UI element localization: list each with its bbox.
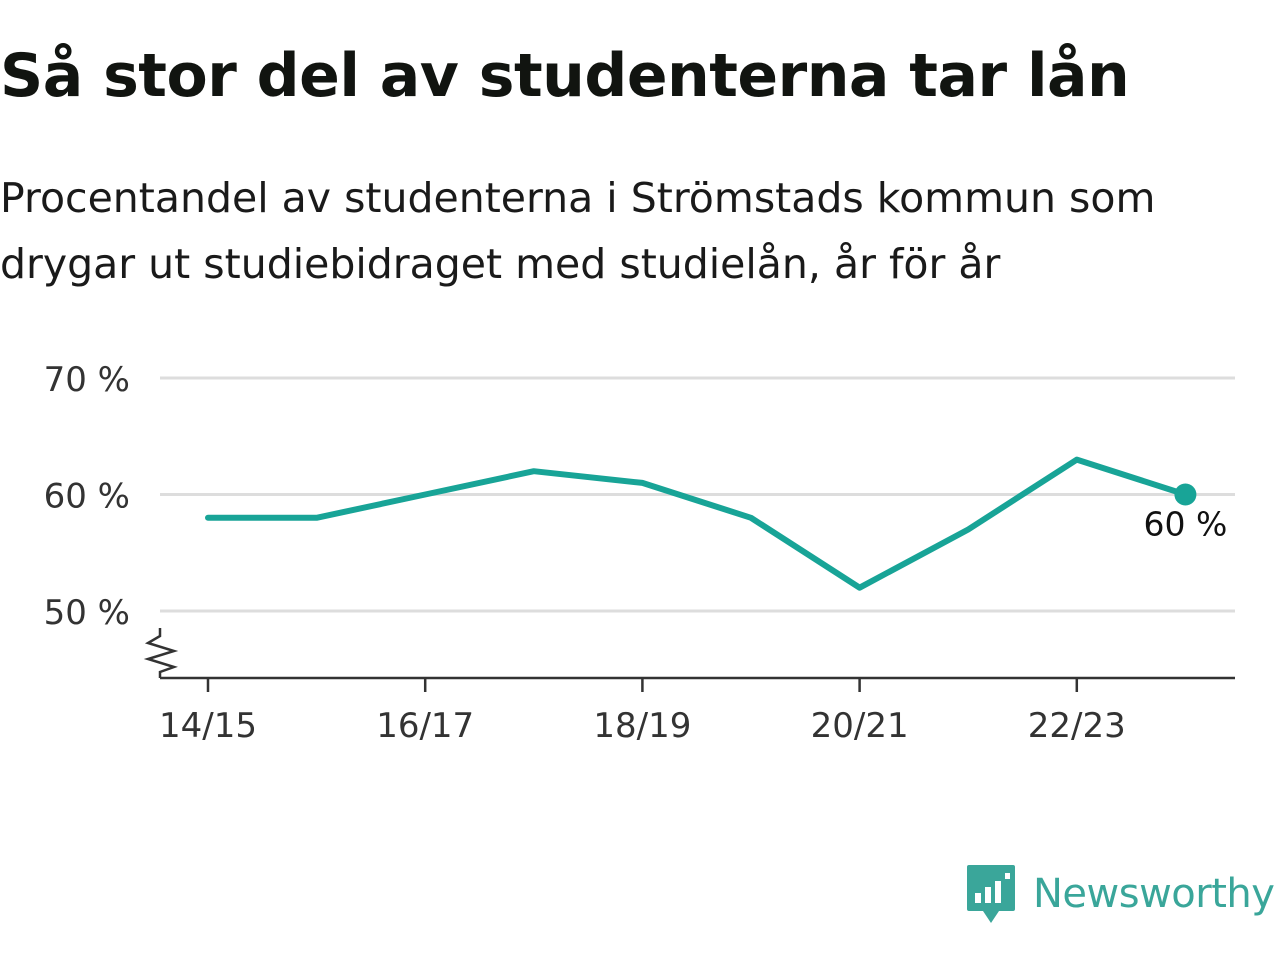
end-point-marker bbox=[1174, 483, 1197, 506]
y-tick-label: 60 % bbox=[44, 477, 130, 517]
y-tick-label: 50 % bbox=[44, 593, 130, 633]
end-value-label: 60 % bbox=[1143, 505, 1227, 544]
x-tick-label: 16/17 bbox=[376, 706, 474, 746]
chart-title: Så stor del av studenterna tar lån bbox=[0, 41, 1130, 111]
y-axis-break bbox=[143, 628, 179, 678]
chart-subtitle: Procentandel av studenterna i Strömstads… bbox=[0, 174, 1156, 288]
x-tick-label: 14/15 bbox=[159, 706, 257, 746]
brand-logo: Newsworthy bbox=[965, 862, 1275, 926]
x-tick-label: 20/21 bbox=[811, 706, 909, 746]
series-line bbox=[205, 456, 1189, 591]
x-tick-label: 22/23 bbox=[1028, 706, 1126, 746]
brand-name: Newsworthy bbox=[1033, 871, 1275, 917]
x-tick-label: 18/19 bbox=[593, 706, 691, 746]
y-tick-label: 70 % bbox=[44, 360, 130, 400]
newsworthy-logo-icon bbox=[967, 865, 1015, 923]
